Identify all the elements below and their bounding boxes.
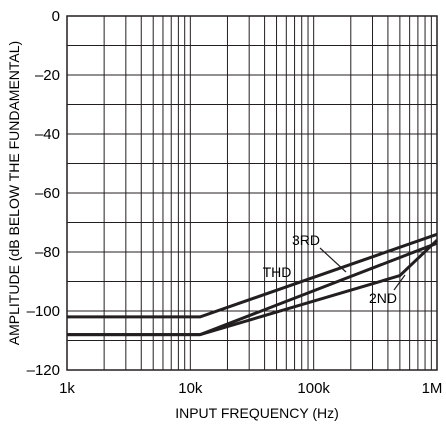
series-label-2nd: 2ND xyxy=(369,290,397,306)
series-line-2nd xyxy=(67,239,439,337)
series-label-thd: THD xyxy=(263,264,292,280)
plot-frame xyxy=(66,15,438,371)
x-tick-label: 10k xyxy=(178,380,203,397)
x-tick-label: 1k xyxy=(59,380,75,397)
y-tick-label: –40 xyxy=(35,126,60,143)
leader-line-3rd xyxy=(319,247,347,273)
y-tick-label: 0 xyxy=(52,8,60,25)
series-group xyxy=(67,232,439,337)
series-label-3rd: 3RD xyxy=(292,232,320,248)
y-tick-label: –120 xyxy=(27,362,60,379)
series-line-3rd xyxy=(67,241,438,337)
y-tick-label: –20 xyxy=(35,67,60,84)
x-tick-label: 1M xyxy=(422,380,443,397)
x-axis-title: INPUT FREQUENCY (Hz) xyxy=(175,405,339,421)
plot-border xyxy=(66,15,438,371)
y-tick-labels: 0 –20 –40 –60 –80 –100 –120 xyxy=(27,8,60,379)
y-tick-label: –60 xyxy=(35,185,60,202)
leader-line-2nd xyxy=(393,274,406,291)
y-axis-title: AMPLITUDE (dB BELOW THE FUNDAMENTAL) xyxy=(6,41,22,345)
x-tick-label: 100k xyxy=(297,380,330,397)
series-line-thd xyxy=(67,232,438,319)
y-tick-label: –100 xyxy=(27,303,60,320)
x-tick-labels: 1k 10k 100k 1M xyxy=(59,380,442,397)
y-tick-label: –80 xyxy=(35,244,60,261)
